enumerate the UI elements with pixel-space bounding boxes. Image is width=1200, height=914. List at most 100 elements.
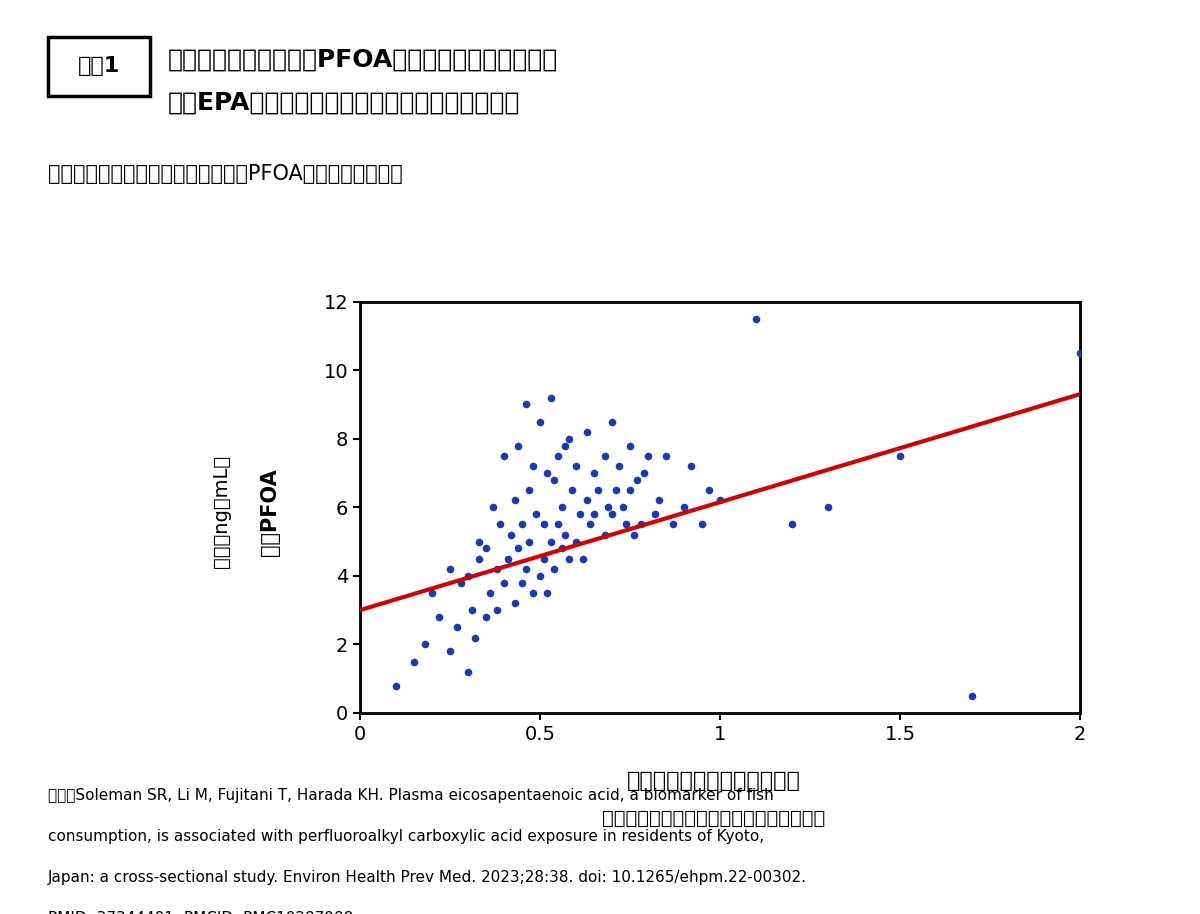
Point — [502, 527, 521, 542]
Point — [700, 483, 719, 497]
Point — [628, 473, 647, 487]
Point — [404, 654, 424, 669]
Text: 図表1: 図表1 — [78, 57, 120, 76]
Point — [962, 688, 982, 703]
Point — [566, 534, 586, 548]
Point — [682, 459, 701, 473]
Point — [631, 517, 650, 532]
Point — [469, 551, 488, 566]
Point — [746, 312, 766, 326]
Point — [599, 500, 618, 515]
Point — [386, 678, 406, 693]
Point — [523, 586, 542, 600]
Point — [617, 517, 636, 532]
Point — [487, 603, 506, 618]
Point — [458, 664, 478, 679]
Point — [577, 425, 596, 440]
Text: 京都府の成人での血中PFOA濃度とサカナの摂取量を: 京都府の成人での血中PFOA濃度とサカナの摂取量を — [168, 48, 558, 71]
Point — [476, 610, 496, 624]
Point — [484, 500, 503, 515]
Point — [610, 459, 629, 473]
Point — [516, 561, 535, 577]
Point — [595, 527, 614, 542]
Point — [574, 551, 593, 566]
Point — [545, 561, 564, 577]
Point — [430, 610, 449, 624]
Point — [505, 596, 524, 611]
Text: （サカナと関係が少ない脂肪酸との比率）: （サカナと関係が少ない脂肪酸との比率） — [602, 809, 826, 827]
Text: consumption, is associated with perfluoroalkyl carboxylic acid exposure in resid: consumption, is associated with perfluor… — [48, 829, 764, 844]
Point — [656, 449, 676, 463]
Point — [570, 506, 589, 521]
Point — [498, 551, 517, 566]
Text: エイコサペンタエン酸の多さ: エイコサペンタエン酸の多さ — [628, 771, 800, 792]
Point — [448, 620, 467, 634]
Point — [476, 541, 496, 556]
Point — [480, 586, 499, 600]
Point — [458, 569, 478, 583]
Point — [818, 500, 838, 515]
Point — [469, 534, 488, 548]
Point — [494, 449, 514, 463]
Point — [512, 517, 532, 532]
Point — [602, 414, 622, 429]
Point — [1070, 345, 1090, 360]
Point — [584, 506, 604, 521]
Point — [563, 483, 582, 497]
Point — [782, 517, 802, 532]
Point — [606, 483, 625, 497]
Point — [541, 390, 560, 405]
Point — [491, 517, 510, 532]
Point — [548, 517, 568, 532]
Point — [624, 527, 643, 542]
Point — [520, 483, 539, 497]
Point — [566, 459, 586, 473]
Point — [509, 541, 528, 556]
Point — [620, 439, 640, 453]
Point — [516, 398, 535, 412]
Text: 濃度（ng／mL）: 濃度（ng／mL） — [212, 455, 232, 569]
Point — [534, 517, 553, 532]
Text: 示すEPA（エイコサペンタエン酸）の多さの関係: 示すEPA（エイコサペンタエン酸）の多さの関係 — [168, 90, 521, 114]
Point — [505, 494, 524, 508]
Point — [527, 506, 546, 521]
Point — [613, 500, 632, 515]
Point — [592, 288, 611, 303]
Point — [559, 551, 578, 566]
Point — [674, 500, 694, 515]
Point — [487, 561, 506, 577]
Point — [538, 586, 557, 600]
Point — [520, 534, 539, 548]
Point — [552, 541, 571, 556]
Point — [664, 517, 683, 532]
Point — [692, 517, 712, 532]
Point — [523, 459, 542, 473]
Point — [646, 506, 665, 521]
Point — [440, 561, 460, 577]
Point — [556, 439, 575, 453]
Point — [638, 449, 658, 463]
FancyBboxPatch shape — [48, 37, 150, 96]
Text: Japan: a cross-sectional study. Environ Health Prev Med. 2023;28:38. doi: 10.126: Japan: a cross-sectional study. Environ … — [48, 870, 808, 885]
Point — [584, 466, 604, 481]
Point — [451, 576, 470, 590]
Point — [710, 494, 730, 508]
Point — [509, 439, 528, 453]
Point — [534, 551, 553, 566]
Point — [545, 473, 564, 487]
Point — [440, 643, 460, 658]
Point — [890, 449, 910, 463]
Point — [530, 569, 550, 583]
Point — [422, 586, 442, 600]
Point — [530, 414, 550, 429]
Point — [556, 527, 575, 542]
Point — [466, 631, 485, 645]
Point — [415, 637, 434, 652]
Point — [581, 517, 600, 532]
Point — [577, 494, 596, 508]
Text: サカナを食べる頻度が高いと体内のPFOA濃度が高かった。: サカナを食べる頻度が高いと体内のPFOA濃度が高かった。 — [48, 164, 403, 184]
Text: PMID: 37344401; PMCID: PMC10287988.: PMID: 37344401; PMCID: PMC10287988. — [48, 911, 358, 914]
Point — [552, 500, 571, 515]
Point — [635, 466, 654, 481]
Point — [620, 483, 640, 497]
